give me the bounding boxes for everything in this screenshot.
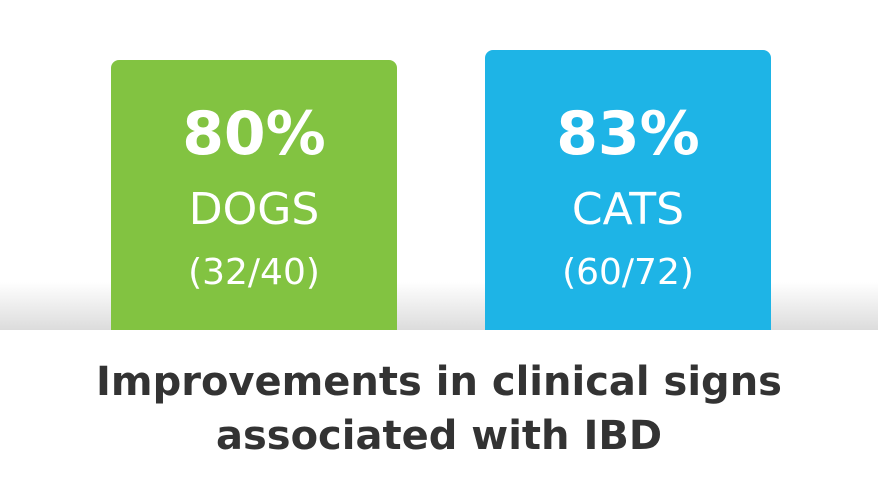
card: 80% DOGS (32/40) [111, 60, 397, 330]
caption: associated with IBD [215, 413, 663, 459]
card: 83% CATS (60/72) [485, 50, 771, 330]
card-count: (32/40) [188, 252, 320, 293]
card-count: (60/72) [562, 252, 694, 293]
card-label: DOGS [188, 184, 320, 235]
card-value: 83% [556, 99, 700, 169]
card-value: 80% [182, 99, 326, 169]
card-label: CATS [571, 184, 685, 235]
caption: Improvements in clinical signs [96, 359, 782, 405]
